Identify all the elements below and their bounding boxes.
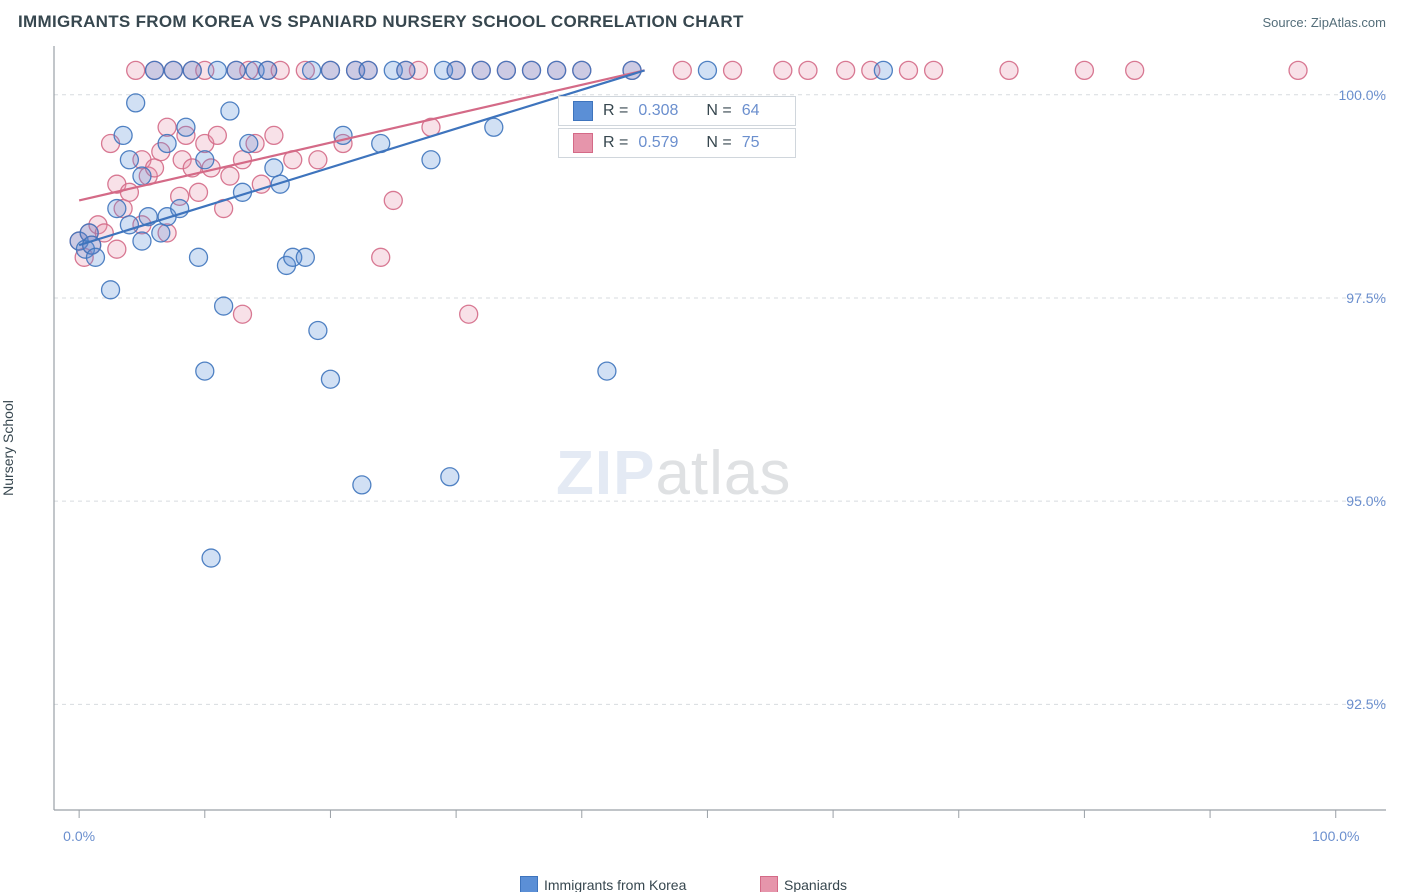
legend-swatch-series-2 <box>760 876 778 892</box>
stats-r-value-1: 0.308 <box>638 102 678 120</box>
stats-box-series-1: R = 0.308 N = 64 <box>558 96 796 126</box>
y-tick-label: 97.5% <box>1346 290 1406 306</box>
stats-swatch-series-2 <box>573 133 593 153</box>
chart-title: IMMIGRANTS FROM KOREA VS SPANIARD NURSER… <box>18 12 744 32</box>
stats-n-value-2: 75 <box>742 134 760 152</box>
y-tick-label: 95.0% <box>1346 493 1406 509</box>
stats-n-label-2: N = <box>706 134 731 152</box>
legend-label-series-1: Immigrants from Korea <box>544 877 686 892</box>
stats-r-value-2: 0.579 <box>638 134 678 152</box>
stats-box-series-2: R = 0.579 N = 75 <box>558 128 796 158</box>
source-credit: Source: ZipAtlas.com <box>1262 15 1386 30</box>
stats-n-label-1: N = <box>706 102 731 120</box>
chart-container: Nursery School 92.5% 95.0% 97.5% 100.0% 0.0… <box>0 38 1406 858</box>
y-tick-label: 92.5% <box>1346 696 1406 712</box>
source-prefix: Source: <box>1262 15 1310 30</box>
legend-swatch-series-1 <box>520 876 538 892</box>
legend-item-series-1: Immigrants from Korea <box>520 876 686 892</box>
legend-item-series-2: Spaniards <box>760 876 847 892</box>
y-axis-label: Nursery School <box>0 400 16 496</box>
stats-r-label-2: R = <box>603 134 628 152</box>
stats-r-label-1: R = <box>603 102 628 120</box>
y-tick-label: 100.0% <box>1339 87 1406 103</box>
source-link[interactable]: ZipAtlas.com <box>1311 15 1386 30</box>
x-tick-label: 100.0% <box>1312 828 1359 844</box>
stats-n-value-1: 64 <box>742 102 760 120</box>
stats-swatch-series-1 <box>573 101 593 121</box>
legend-label-series-2: Spaniards <box>784 877 847 892</box>
x-tick-label: 0.0% <box>63 828 95 844</box>
scatter-chart <box>0 38 1406 858</box>
